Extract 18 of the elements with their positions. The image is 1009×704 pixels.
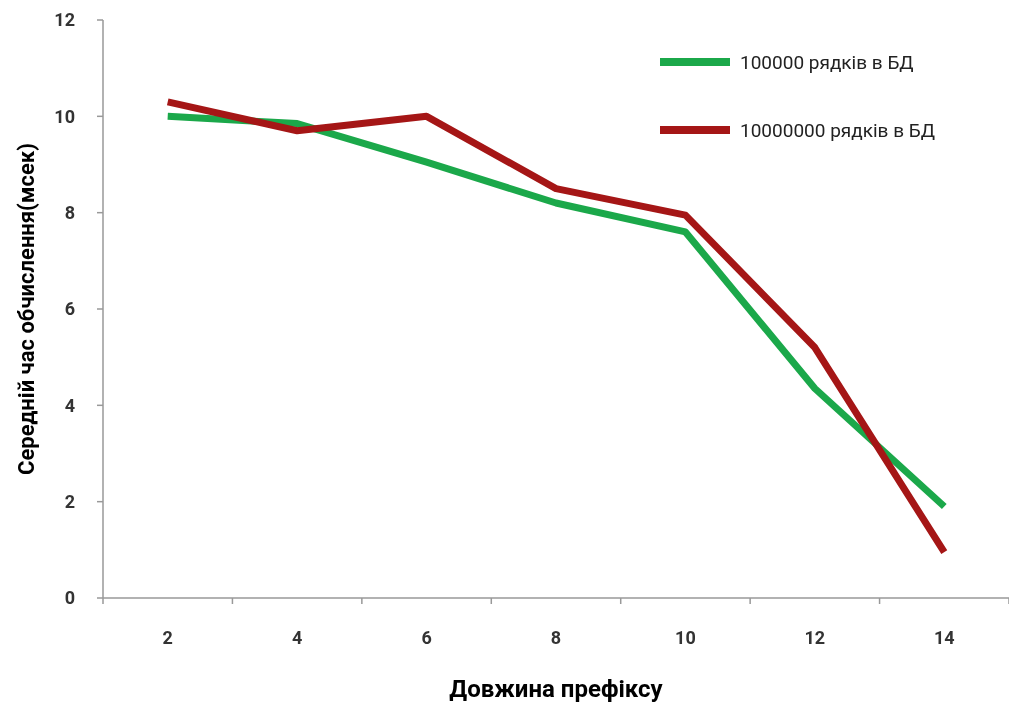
- y-axis-title: Середній час обчислення(мсек): [14, 143, 39, 475]
- legend-label: 100000 рядків в БД: [740, 50, 914, 74]
- y-tick-label: 0: [64, 587, 75, 609]
- x-tick-label: 12: [804, 627, 826, 648]
- y-tick-label: 2: [64, 490, 75, 512]
- x-axis-title: Довжина префіксу: [449, 675, 664, 703]
- y-tick-label: 12: [54, 9, 75, 31]
- legend-label: 10000000 рядків в БД: [740, 118, 936, 142]
- x-tick-label: 2: [162, 627, 173, 648]
- x-tick-label: 14: [933, 627, 955, 648]
- y-tick-label: 6: [64, 298, 75, 320]
- y-tick-label: 4: [64, 394, 75, 416]
- y-tick-label: 8: [64, 201, 75, 223]
- x-tick-label: 4: [291, 627, 303, 648]
- y-tick-label: 10: [54, 105, 75, 127]
- x-tick-label: 8: [550, 627, 562, 648]
- x-tick-label: 10: [675, 627, 696, 648]
- x-tick-label: 6: [421, 627, 432, 648]
